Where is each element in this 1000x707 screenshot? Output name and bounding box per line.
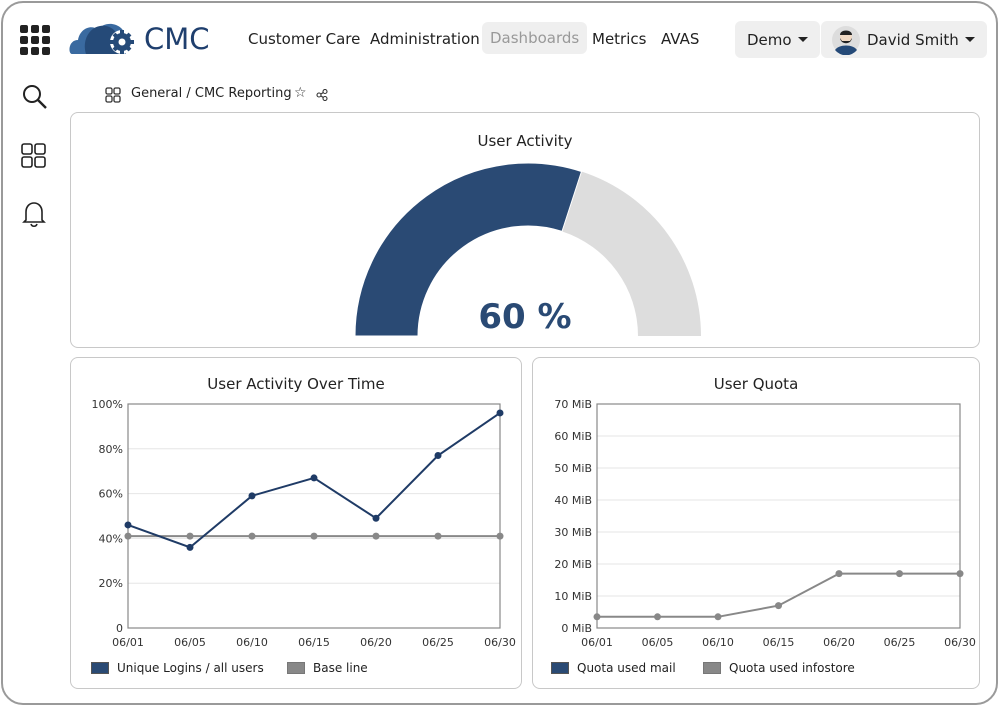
legend-swatch bbox=[287, 662, 305, 674]
series-line bbox=[597, 572, 960, 618]
y-tick-label: 50 MiB bbox=[554, 462, 592, 475]
legend-label: Quota used infostore bbox=[729, 661, 855, 675]
legend-item[interactable]: Quota used mail bbox=[551, 661, 676, 675]
y-tick-label: 0 bbox=[116, 622, 123, 635]
data-point bbox=[593, 613, 601, 621]
data-point bbox=[124, 532, 132, 540]
y-tick-label: 20% bbox=[99, 577, 123, 590]
dashboard-grid-icon bbox=[105, 87, 121, 103]
data-point bbox=[248, 492, 256, 500]
legend-item[interactable]: Base line bbox=[287, 661, 368, 675]
y-tick-label: 60% bbox=[99, 488, 123, 501]
nav-metrics[interactable]: Metrics bbox=[592, 30, 647, 48]
data-point bbox=[186, 543, 194, 551]
logo-text: CMC bbox=[144, 22, 210, 56]
legend-swatch bbox=[703, 662, 721, 674]
nav-dashboards[interactable]: Dashboards bbox=[482, 22, 588, 54]
gauge-remaining-arc bbox=[561, 171, 701, 336]
breadcrumb[interactable]: General / CMC Reporting bbox=[131, 86, 292, 101]
nav-customer-care[interactable]: Customer Care bbox=[248, 30, 361, 48]
data-point bbox=[654, 613, 661, 621]
data-point bbox=[434, 452, 442, 460]
chevron-down-icon bbox=[797, 37, 808, 42]
data-point bbox=[310, 532, 318, 540]
user-activity-line-chart: 0 20% 40% 60% 80% 100% 06/01 06/05 06/10 06/15 06/… bbox=[92, 398, 516, 649]
x-tick-label: 06/30 bbox=[484, 636, 516, 649]
user-menu[interactable]: David Smith bbox=[821, 21, 987, 58]
data-point bbox=[372, 532, 380, 540]
x-tick-label: 06/01 bbox=[581, 636, 613, 649]
user-quota-line-chart: 0 MiB 10 MiB 20 MiB 30 MiB 40 MiB 50 MiB 60 Mi… bbox=[554, 398, 976, 649]
legend-label: Unique Logins / all users bbox=[117, 661, 264, 675]
y-tick-label: 60 MiB bbox=[554, 430, 592, 443]
legend-label: Quota used mail bbox=[577, 661, 676, 675]
x-tick-label: 06/30 bbox=[944, 636, 976, 649]
user-quota-card: User Quota 0 MiB 10 MiB 20 MiB 30 MiB 40 MiB… bbox=[532, 357, 980, 689]
x-tick-label: 06/25 bbox=[884, 636, 916, 649]
data-point bbox=[775, 602, 782, 610]
plot-area bbox=[596, 403, 961, 629]
data-point bbox=[434, 532, 442, 540]
data-point bbox=[372, 514, 380, 522]
data-point bbox=[310, 474, 318, 482]
gauge-value-arc bbox=[354, 162, 583, 337]
legend-item[interactable]: Unique Logins / all users bbox=[91, 661, 264, 675]
x-tick-label: 06/15 bbox=[298, 636, 330, 649]
org-label: Demo bbox=[747, 30, 792, 49]
x-tick-label: 06/05 bbox=[642, 636, 674, 649]
user-name: David Smith bbox=[867, 30, 959, 49]
dashboards-icon[interactable] bbox=[21, 143, 47, 169]
y-tick-label: 40% bbox=[99, 532, 123, 545]
data-point bbox=[835, 570, 843, 578]
user-activity-over-time-card: User Activity Over Time 0 20% 40% 60% 80% 100… bbox=[70, 357, 522, 689]
org-dropdown[interactable]: Demo bbox=[735, 21, 820, 58]
chart-title: User Quota bbox=[713, 375, 799, 393]
x-tick-label: 06/15 bbox=[763, 636, 795, 649]
plot-area bbox=[127, 403, 501, 629]
x-tick-label: 06/20 bbox=[823, 636, 855, 649]
y-tick-label: 80% bbox=[99, 443, 123, 456]
data-point bbox=[496, 532, 504, 540]
chevron-down-icon bbox=[964, 37, 975, 42]
apps-grid-icon[interactable] bbox=[20, 25, 50, 55]
gauge-chart bbox=[354, 162, 701, 337]
y-tick-label: 40 MiB bbox=[554, 494, 592, 507]
nav-administration[interactable]: Administration bbox=[370, 30, 480, 48]
legend-item[interactable]: Quota used infostore bbox=[703, 661, 855, 675]
bell-icon[interactable] bbox=[22, 201, 46, 228]
data-point bbox=[956, 570, 964, 578]
y-tick-label: 70 MiB bbox=[554, 398, 592, 411]
x-tick-label: 06/05 bbox=[174, 636, 206, 649]
data-point bbox=[186, 532, 194, 540]
data-point bbox=[248, 532, 256, 540]
y-tick-label: 0 MiB bbox=[561, 622, 592, 635]
user-activity-gauge-card: User Activity 60 % bbox=[70, 112, 980, 348]
gauge-title: User Activity bbox=[477, 132, 573, 150]
y-tick-label: 30 MiB bbox=[554, 526, 592, 539]
data-point bbox=[124, 521, 132, 529]
x-tick-label: 06/01 bbox=[112, 636, 144, 649]
cmc-logo-icon bbox=[69, 23, 134, 54]
share-icon[interactable] bbox=[316, 89, 328, 101]
data-point bbox=[496, 409, 504, 417]
x-tick-label: 06/25 bbox=[422, 636, 454, 649]
avatar bbox=[832, 25, 860, 55]
nav-avas[interactable]: AVAS bbox=[661, 30, 700, 48]
gauge-value: 60 % bbox=[478, 297, 572, 337]
search-icon[interactable] bbox=[22, 84, 48, 110]
x-tick-label: 06/10 bbox=[702, 636, 734, 649]
chart-title: User Activity Over Time bbox=[207, 375, 385, 393]
star-icon[interactable]: ☆ bbox=[294, 85, 307, 101]
legend-swatch bbox=[551, 662, 569, 674]
data-point bbox=[714, 613, 722, 621]
x-tick-label: 06/20 bbox=[360, 636, 392, 649]
y-tick-label: 10 MiB bbox=[554, 590, 592, 603]
legend-swatch bbox=[91, 662, 109, 674]
x-tick-label: 06/10 bbox=[236, 636, 268, 649]
y-tick-label: 100% bbox=[92, 398, 123, 411]
y-tick-label: 20 MiB bbox=[554, 558, 592, 571]
legend-label: Base line bbox=[313, 661, 368, 675]
data-point bbox=[896, 570, 903, 578]
